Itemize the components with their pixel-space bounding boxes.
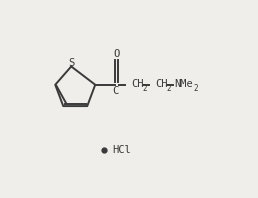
Text: HCl: HCl: [112, 145, 131, 155]
Text: CH: CH: [155, 79, 168, 89]
Text: 2: 2: [166, 84, 171, 93]
Text: CH: CH: [131, 79, 144, 89]
Text: C: C: [112, 86, 118, 95]
Text: S: S: [68, 58, 74, 68]
Text: O: O: [113, 49, 119, 59]
Text: NMe: NMe: [174, 79, 193, 89]
Text: 2: 2: [142, 84, 147, 93]
Text: 2: 2: [193, 84, 198, 93]
